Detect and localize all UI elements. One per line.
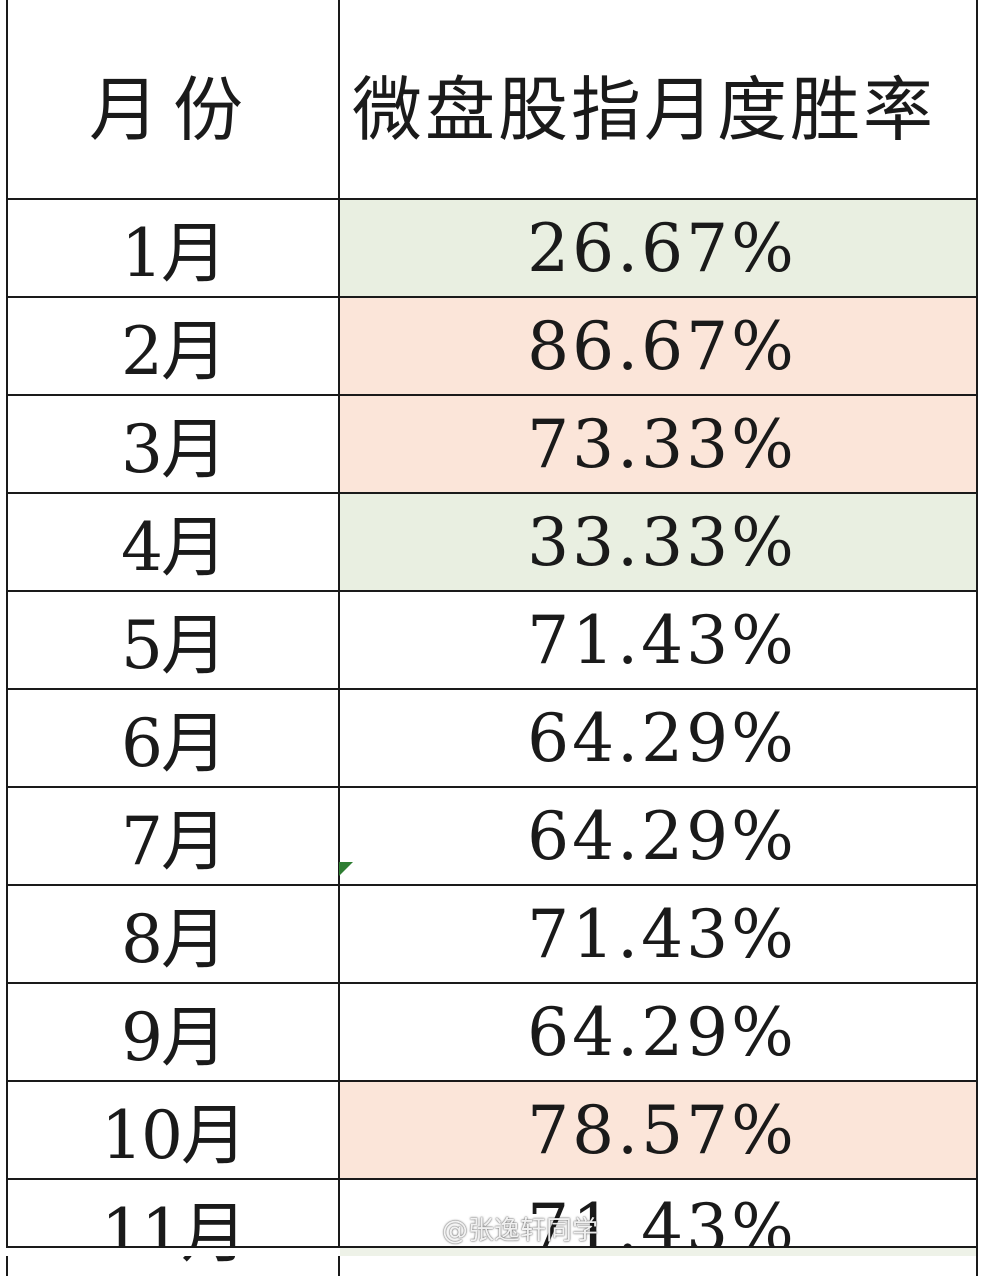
month-cell[interactable]: 6月 bbox=[6, 688, 340, 788]
win-rate-table: 月份 微盘股指月度胜率 1月 26.67% 2月 86.67% 3月 73.33… bbox=[6, 0, 978, 1276]
rate-cell[interactable]: 64.29% bbox=[338, 982, 978, 1082]
rate-cell[interactable]: 64.29% bbox=[338, 786, 978, 886]
table-row: 3月 73.33% bbox=[6, 394, 978, 494]
month-cell[interactable]: 7月 bbox=[6, 786, 340, 886]
header-month-cell[interactable]: 月份 bbox=[6, 0, 340, 200]
rate-cell[interactable]: 73.33% bbox=[338, 394, 978, 494]
weibo-icon bbox=[399, 1217, 435, 1244]
month-cell[interactable]: 2月 bbox=[6, 296, 340, 396]
rate-cell[interactable]: 33.33% bbox=[338, 492, 978, 592]
rate-cell[interactable]: 71.43% bbox=[338, 590, 978, 690]
month-cell[interactable]: 1月 bbox=[6, 198, 340, 298]
rate-cell[interactable]: 71.43% bbox=[338, 884, 978, 984]
table-row: 5月 71.43% bbox=[6, 590, 978, 690]
rate-cell[interactable]: 26.67% bbox=[338, 198, 978, 298]
rate-cell[interactable]: 86.67% bbox=[338, 296, 978, 396]
header-row: 月份 微盘股指月度胜率 bbox=[6, 0, 978, 200]
table-row: 4月 33.33% bbox=[6, 492, 978, 592]
table-row: 6月 64.29% bbox=[6, 688, 978, 788]
table-row: 7月 64.29% bbox=[6, 786, 978, 886]
month-cell[interactable]: 4月 bbox=[6, 492, 340, 592]
month-cell[interactable]: 5月 bbox=[6, 590, 340, 690]
rate-cell[interactable]: 78.57% bbox=[338, 1080, 978, 1180]
month-cell[interactable]: 3月 bbox=[6, 394, 340, 494]
month-cell[interactable]: 10月 bbox=[6, 1080, 340, 1180]
table-row: 10月 78.57% bbox=[6, 1080, 978, 1180]
table-row: 8月 71.43% bbox=[6, 884, 978, 984]
table-row: 2月 86.67% bbox=[6, 296, 978, 396]
table-row: 1月 26.67% bbox=[6, 198, 978, 298]
month-cell[interactable]: 11月 bbox=[6, 1178, 340, 1276]
cell-comment-marker bbox=[339, 862, 353, 876]
next-row-edge bbox=[6, 1246, 976, 1256]
header-rate-cell[interactable]: 微盘股指月度胜率 bbox=[338, 0, 978, 200]
table-row: 9月 64.29% bbox=[6, 982, 978, 1082]
table-body: 1月 26.67% 2月 86.67% 3月 73.33% 4月 33.33% … bbox=[6, 198, 978, 1276]
watermark-text: @张逸轩同学 bbox=[442, 1216, 599, 1246]
rate-cell[interactable]: 64.29% bbox=[338, 688, 978, 788]
watermark: @张逸轩同学 bbox=[398, 1210, 598, 1247]
month-cell[interactable]: 9月 bbox=[6, 982, 340, 1082]
month-cell[interactable]: 8月 bbox=[6, 884, 340, 984]
next-row-rate-strip bbox=[340, 1248, 976, 1256]
